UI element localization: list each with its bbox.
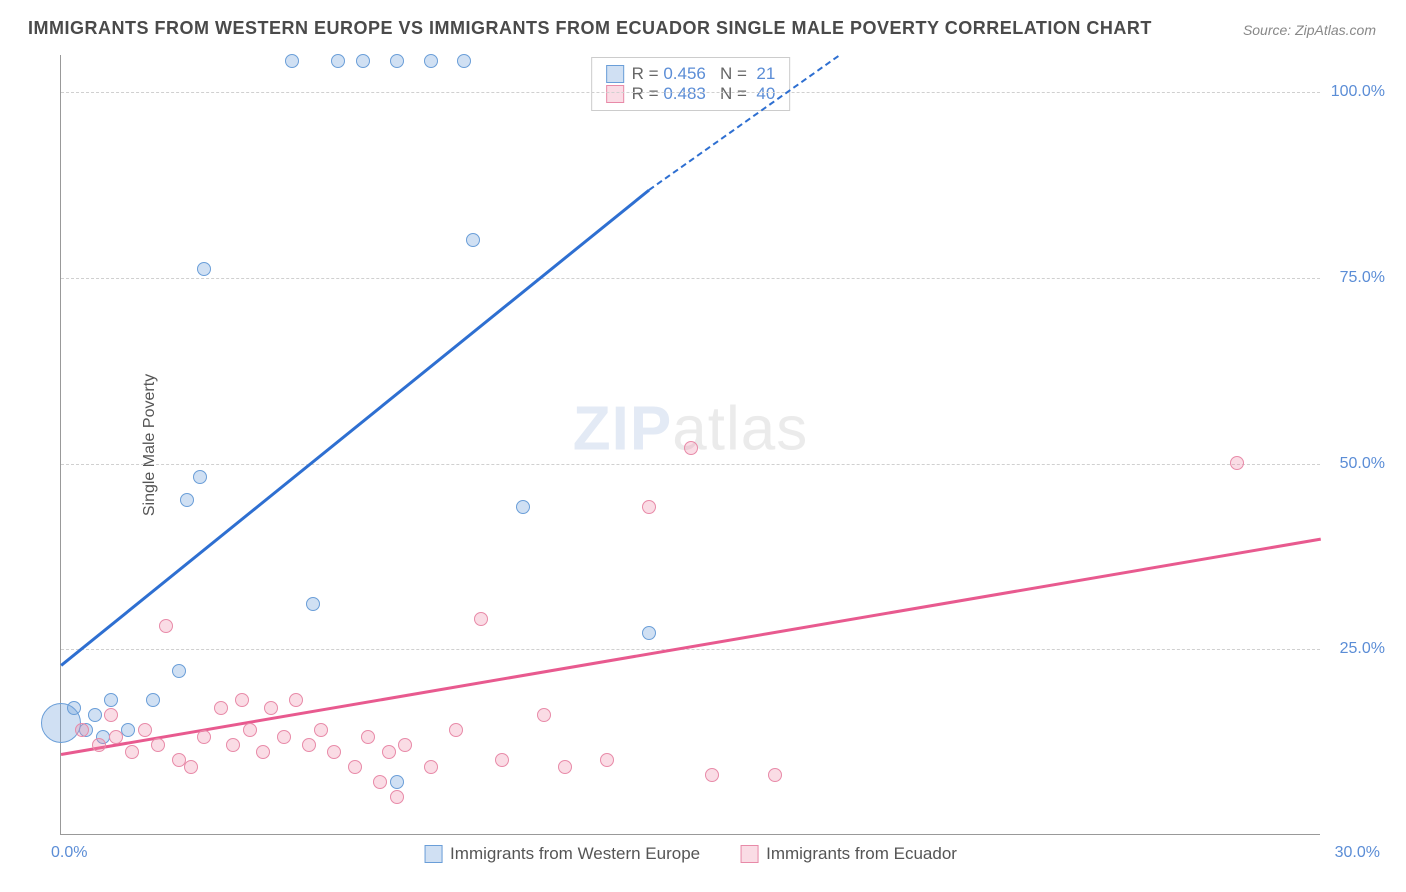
gridline xyxy=(61,464,1320,465)
data-point xyxy=(180,493,194,507)
data-point xyxy=(768,768,782,782)
data-point xyxy=(193,470,207,484)
data-point xyxy=(424,760,438,774)
data-point xyxy=(558,760,572,774)
legend-swatch xyxy=(424,845,442,863)
data-point xyxy=(226,738,240,752)
plot-area: Single Male Poverty ZIPatlas R = 0.456 N… xyxy=(60,55,1320,835)
y-tick-label: 75.0% xyxy=(1340,269,1385,287)
data-point xyxy=(373,775,387,789)
data-point xyxy=(356,54,370,68)
data-point xyxy=(138,723,152,737)
data-point xyxy=(125,745,139,759)
legend-item: Immigrants from Ecuador xyxy=(740,844,957,864)
data-point xyxy=(88,708,102,722)
data-point xyxy=(424,54,438,68)
data-point xyxy=(289,693,303,707)
legend-row: R = 0.456 N = 21 xyxy=(606,64,776,84)
chart-title: IMMIGRANTS FROM WESTERN EUROPE VS IMMIGR… xyxy=(28,18,1152,39)
x-tick-label: 0.0% xyxy=(51,844,87,862)
legend-swatch xyxy=(606,65,624,83)
data-point xyxy=(146,693,160,707)
legend-stat-text: R = 0.456 N = 21 xyxy=(632,64,776,84)
data-point xyxy=(302,738,316,752)
data-point xyxy=(361,730,375,744)
data-point xyxy=(214,701,228,715)
legend-label: Immigrants from Ecuador xyxy=(766,844,957,864)
data-point xyxy=(684,441,698,455)
data-point xyxy=(331,54,345,68)
data-point xyxy=(306,597,320,611)
data-point xyxy=(495,753,509,767)
series-legend: Immigrants from Western Europe Immigrants… xyxy=(424,844,957,864)
data-point xyxy=(449,723,463,737)
legend-row: R = 0.483 N = 40 xyxy=(606,84,776,104)
data-point xyxy=(104,693,118,707)
data-point xyxy=(390,54,404,68)
legend-swatch xyxy=(740,845,758,863)
data-point xyxy=(151,738,165,752)
gridline xyxy=(61,649,1320,650)
gridline xyxy=(61,278,1320,279)
data-point xyxy=(197,730,211,744)
data-point xyxy=(159,619,173,633)
data-point xyxy=(348,760,362,774)
y-axis-label: Single Male Poverty xyxy=(141,373,159,515)
y-tick-label: 100.0% xyxy=(1331,83,1385,101)
data-point xyxy=(277,730,291,744)
data-point xyxy=(642,500,656,514)
data-point xyxy=(1230,456,1244,470)
gridline xyxy=(61,92,1320,93)
legend-swatch xyxy=(606,85,624,103)
data-point xyxy=(600,753,614,767)
data-point xyxy=(390,775,404,789)
data-point xyxy=(285,54,299,68)
data-point xyxy=(75,723,89,737)
legend-stat-text: R = 0.483 N = 40 xyxy=(632,84,776,104)
data-point xyxy=(537,708,551,722)
data-point xyxy=(184,760,198,774)
y-tick-label: 25.0% xyxy=(1340,640,1385,658)
legend-item: Immigrants from Western Europe xyxy=(424,844,700,864)
data-point xyxy=(256,745,270,759)
data-point xyxy=(109,730,123,744)
correlation-legend: R = 0.456 N = 21R = 0.483 N = 40 xyxy=(591,57,791,111)
data-point xyxy=(172,664,186,678)
data-point xyxy=(104,708,118,722)
data-point xyxy=(642,626,656,640)
data-point xyxy=(390,790,404,804)
data-point xyxy=(197,262,211,276)
watermark-zip: ZIP xyxy=(573,394,672,463)
data-point xyxy=(327,745,341,759)
source-attribution: Source: ZipAtlas.com xyxy=(1243,22,1376,38)
data-point xyxy=(466,233,480,247)
data-point xyxy=(705,768,719,782)
data-point xyxy=(67,701,81,715)
data-point xyxy=(382,745,396,759)
x-tick-label: 30.0% xyxy=(1335,844,1380,862)
data-point xyxy=(474,612,488,626)
data-point xyxy=(264,701,278,715)
legend-label: Immigrants from Western Europe xyxy=(450,844,700,864)
data-point xyxy=(243,723,257,737)
data-point xyxy=(398,738,412,752)
data-point xyxy=(235,693,249,707)
data-point xyxy=(92,738,106,752)
data-point xyxy=(457,54,471,68)
data-point xyxy=(516,500,530,514)
data-point xyxy=(314,723,328,737)
data-point xyxy=(121,723,135,737)
y-tick-label: 50.0% xyxy=(1340,455,1385,473)
